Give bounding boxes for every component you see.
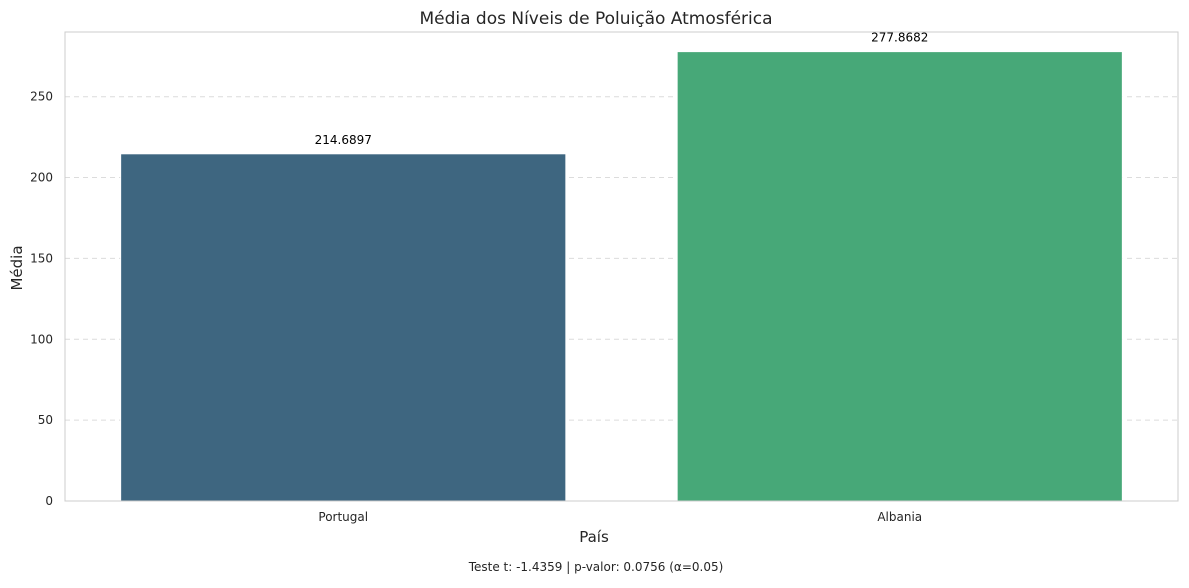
y-tick-label: 100	[30, 332, 53, 346]
statistical-test-note: Teste t: -1.4359 | p-valor: 0.0756 (α=0.…	[468, 560, 724, 574]
y-tick-label: 200	[30, 171, 53, 185]
plot-frame	[64, 31, 1179, 502]
y-tick-label: 150	[30, 251, 53, 265]
x-tick-label: Portugal	[318, 510, 368, 524]
value-label: 214.6897	[315, 133, 372, 147]
y-tick-label: 0	[45, 494, 53, 508]
x-tick-label: Albania	[877, 510, 922, 524]
x-axis-ticks: Portugal Albania	[318, 510, 922, 524]
y-tick-label: 250	[30, 90, 53, 104]
axes-border	[64, 31, 1179, 502]
bar-portugal	[120, 153, 567, 502]
x-axis-label: País	[579, 528, 609, 546]
bars	[120, 51, 1123, 502]
bar-albania	[676, 51, 1123, 502]
y-axis-label: Média	[8, 245, 26, 290]
chart-title: Média dos Níveis de Poluição Atmosférica	[419, 9, 772, 29]
value-label: 277.8682	[871, 31, 928, 45]
y-axis-ticks: 0 50 100 150 200 250	[30, 90, 53, 508]
value-labels: 214.6897 277.8682	[315, 31, 929, 147]
y-tick-label: 50	[38, 413, 53, 427]
